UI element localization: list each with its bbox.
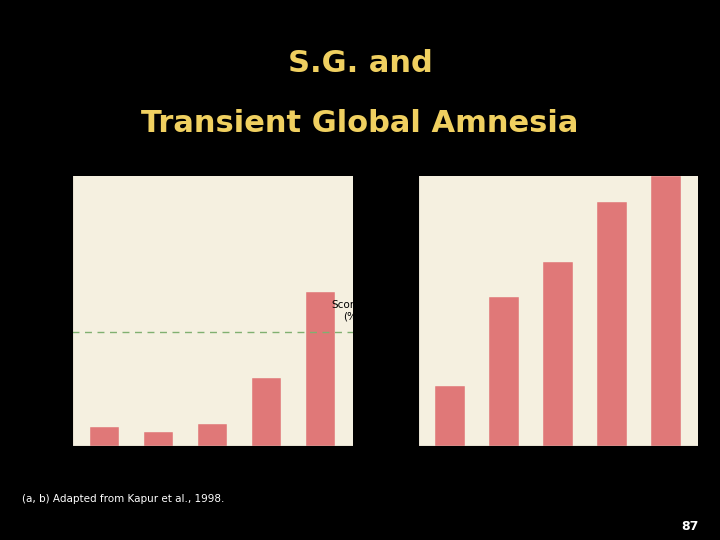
Bar <box>143 432 174 445</box>
Text: (a, b) Adapted from Kapur et al., 1998.: (a, b) Adapted from Kapur et al., 1998. <box>22 495 224 504</box>
Bar <box>435 386 465 445</box>
Text: S.G. and: S.G. and <box>287 49 433 78</box>
Text: 87: 87 <box>681 520 698 533</box>
Y-axis label: Score
(%): Score (%) <box>332 300 361 321</box>
Title: (a) Score on memory of story just read: (a) Score on memory of story just read <box>112 160 313 171</box>
Bar <box>543 262 573 446</box>
Y-axis label: Score
(%): Score (%) <box>0 300 15 321</box>
Bar <box>89 427 120 446</box>
Bar <box>251 378 282 446</box>
Bar <box>305 292 336 446</box>
Bar <box>651 176 681 445</box>
Bar <box>597 202 627 446</box>
Title: (b) Score on memory of autobiographical information: (b) Score on memory of autobiographical … <box>418 160 698 171</box>
Text: Transient Global Amnesia: Transient Global Amnesia <box>141 110 579 138</box>
Bar <box>489 297 519 445</box>
Bar <box>197 424 228 446</box>
X-axis label: Time since onset of TGA (in hours): Time since onset of TGA (in hours) <box>122 467 302 477</box>
X-axis label: Time since onset of TGA (in hours): Time since onset of TGA (in hours) <box>468 467 648 477</box>
